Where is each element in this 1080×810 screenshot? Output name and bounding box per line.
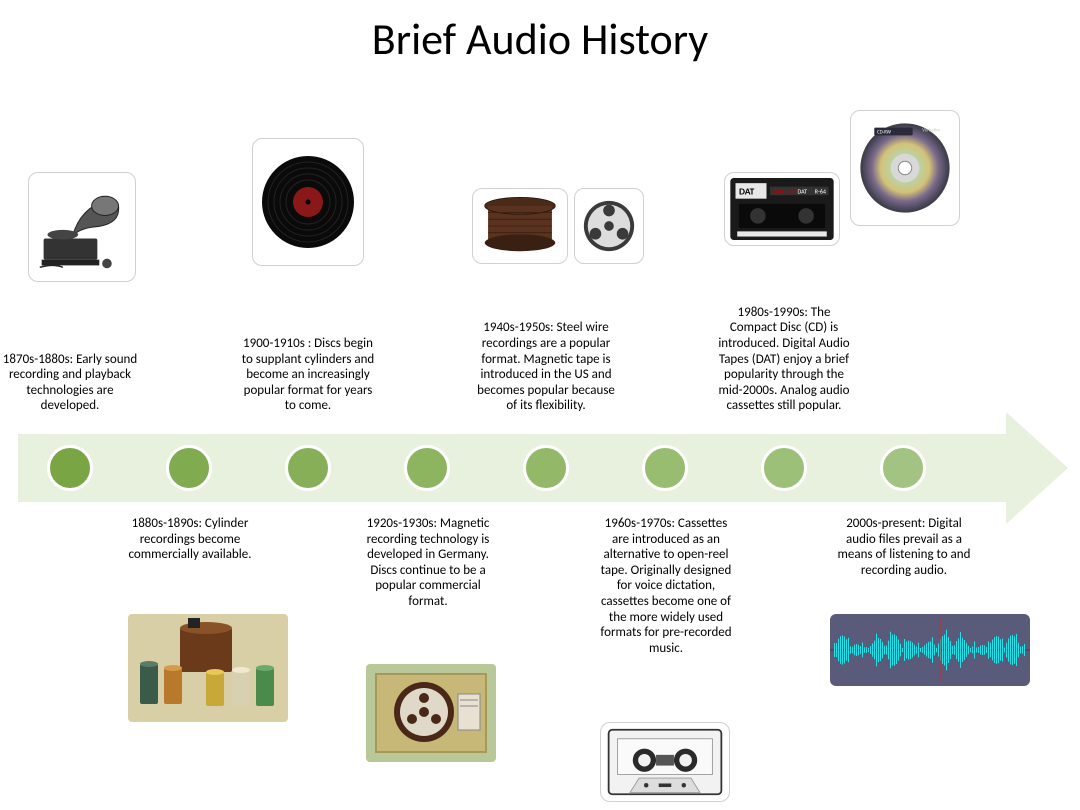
timeline-dot-5 — [642, 445, 688, 491]
timeline-entry-1: 1880s-1890s: Cylinder recordings become … — [120, 516, 260, 563]
cylinders-image — [128, 614, 288, 722]
timeline-entry-0: 1870s-1880s: Early sound recording and p… — [0, 352, 140, 414]
waveform-image — [830, 614, 1030, 686]
svg-text:DAT: DAT — [798, 188, 808, 196]
dat-image: DAT QUANTEGY DAT R-64 — [724, 172, 840, 246]
arrow-head — [1006, 412, 1068, 524]
timeline-entry-6: 1980s-1990s: The Compact Disc (CD) is in… — [714, 305, 854, 414]
svg-text:DAT: DAT — [739, 185, 755, 197]
phonograph-image — [28, 172, 136, 282]
cd-image: CD-RW Verbatim — [850, 110, 960, 226]
timeline-dot-0 — [47, 445, 93, 491]
timeline-dot-7 — [880, 445, 926, 491]
svg-text:R-64: R-64 — [815, 188, 826, 196]
timeline-dot-3 — [404, 445, 450, 491]
timeline-entry-7: 2000s-present: Digital audio files preva… — [834, 516, 974, 578]
svg-text:CD-RW: CD-RW — [877, 129, 892, 135]
timeline-dot-1 — [166, 445, 212, 491]
timeline-entry-4: 1940s-1950s: Steel wire recordings are a… — [476, 320, 616, 414]
cassette-image — [600, 722, 730, 802]
svg-text:Verbatim: Verbatim — [922, 128, 940, 134]
timeline-dot-4 — [523, 445, 569, 491]
timeline-entry-2: 1900-1910s : Discs begin to supplant cyl… — [238, 336, 378, 414]
wire-spool-image — [472, 188, 568, 264]
reel-image — [574, 188, 644, 264]
page-title: Brief Audio History — [0, 0, 1080, 66]
timeline-dot-2 — [285, 445, 331, 491]
timeline-entry-5: 1960s-1970s: Cassettes are introduced as… — [596, 516, 736, 656]
vinyl-image — [252, 138, 364, 266]
timeline-entry-3: 1920s-1930s: Magnetic recording technolo… — [358, 516, 498, 610]
tape-reel-image — [366, 664, 496, 762]
timeline-dot-6 — [761, 445, 807, 491]
